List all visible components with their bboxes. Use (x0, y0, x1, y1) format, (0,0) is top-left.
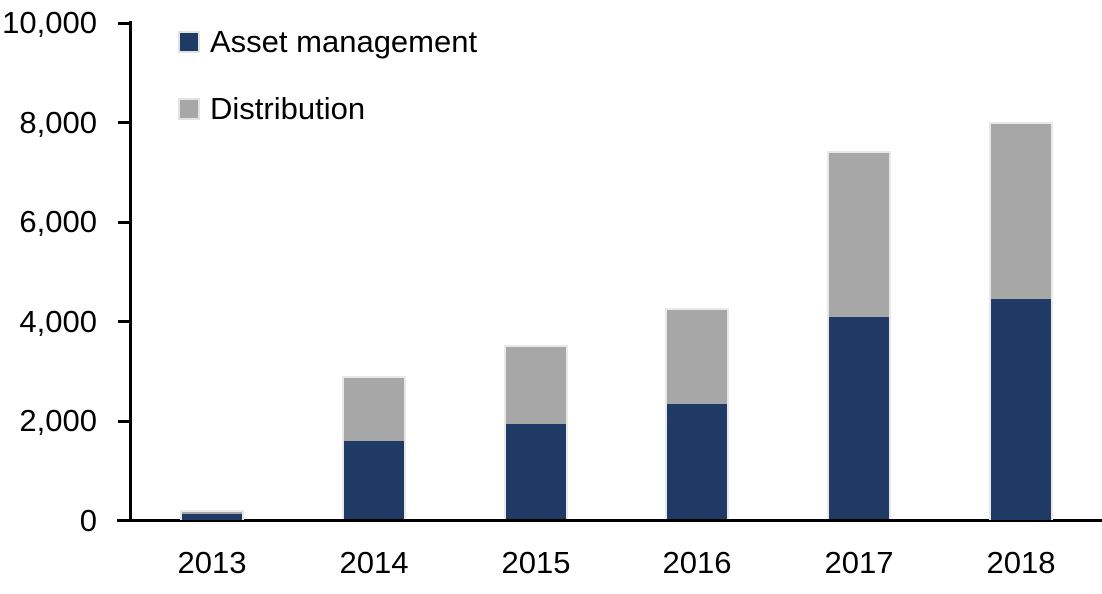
bar-2018 (989, 122, 1053, 520)
legend-swatch-distribution-icon (178, 98, 200, 120)
bar-segment-asset-management-2016 (667, 404, 727, 519)
x-axis-line (117, 519, 1102, 522)
y-tick-mark-4000 (118, 320, 131, 323)
legend-swatch-asset-management-icon (178, 31, 200, 53)
bar-2014 (342, 376, 406, 519)
bar-segment-asset-management-2015 (506, 424, 566, 519)
y-tick-label-2000: 2,000 (19, 403, 97, 438)
bar-segment-asset-management-2014 (344, 441, 404, 519)
y-tick-label-0: 0 (79, 503, 97, 538)
y-tick-mark-10000 (118, 22, 131, 25)
bar-2016 (665, 308, 729, 519)
x-tick-label-2015: 2015 (501, 545, 571, 580)
y-tick-label-8000: 8,000 (19, 105, 97, 140)
y-tick-label-10000: 10,000 (2, 5, 97, 40)
x-tick-label-2016: 2016 (662, 545, 732, 580)
bar-segment-distribution-2013 (182, 512, 242, 514)
legend-label-distribution: Distribution (210, 91, 366, 126)
legend-item-asset-management: Asset management (178, 25, 477, 59)
bar-segment-asset-management-2013 (182, 514, 242, 520)
bar-segment-asset-management-2017 (829, 317, 889, 519)
bar-segment-distribution-2014 (344, 378, 404, 441)
y-axis-line (129, 21, 132, 522)
bar-segment-distribution-2016 (667, 310, 727, 404)
x-tick-label-2017: 2017 (824, 545, 894, 580)
legend-label-asset-management: Asset management (210, 24, 478, 59)
y-tick-mark-6000 (118, 221, 131, 224)
bar-2017 (827, 151, 891, 519)
bar-segment-distribution-2018 (991, 124, 1051, 299)
bar-segment-asset-management-2018 (991, 299, 1051, 520)
y-tick-label-4000: 4,000 (19, 304, 97, 339)
y-tick-mark-8000 (118, 121, 131, 124)
bar-2015 (504, 345, 568, 519)
x-tick-label-2018: 2018 (986, 545, 1056, 580)
bar-segment-distribution-2015 (506, 347, 566, 424)
x-tick-label-2013: 2013 (177, 545, 247, 580)
y-tick-label-6000: 6,000 (19, 204, 97, 239)
x-tick-label-2014: 2014 (339, 545, 409, 580)
legend-item-distribution: Distribution (178, 92, 365, 126)
bar-segment-distribution-2017 (829, 153, 889, 317)
bar-2013 (180, 510, 244, 520)
y-tick-mark-2000 (118, 420, 131, 423)
